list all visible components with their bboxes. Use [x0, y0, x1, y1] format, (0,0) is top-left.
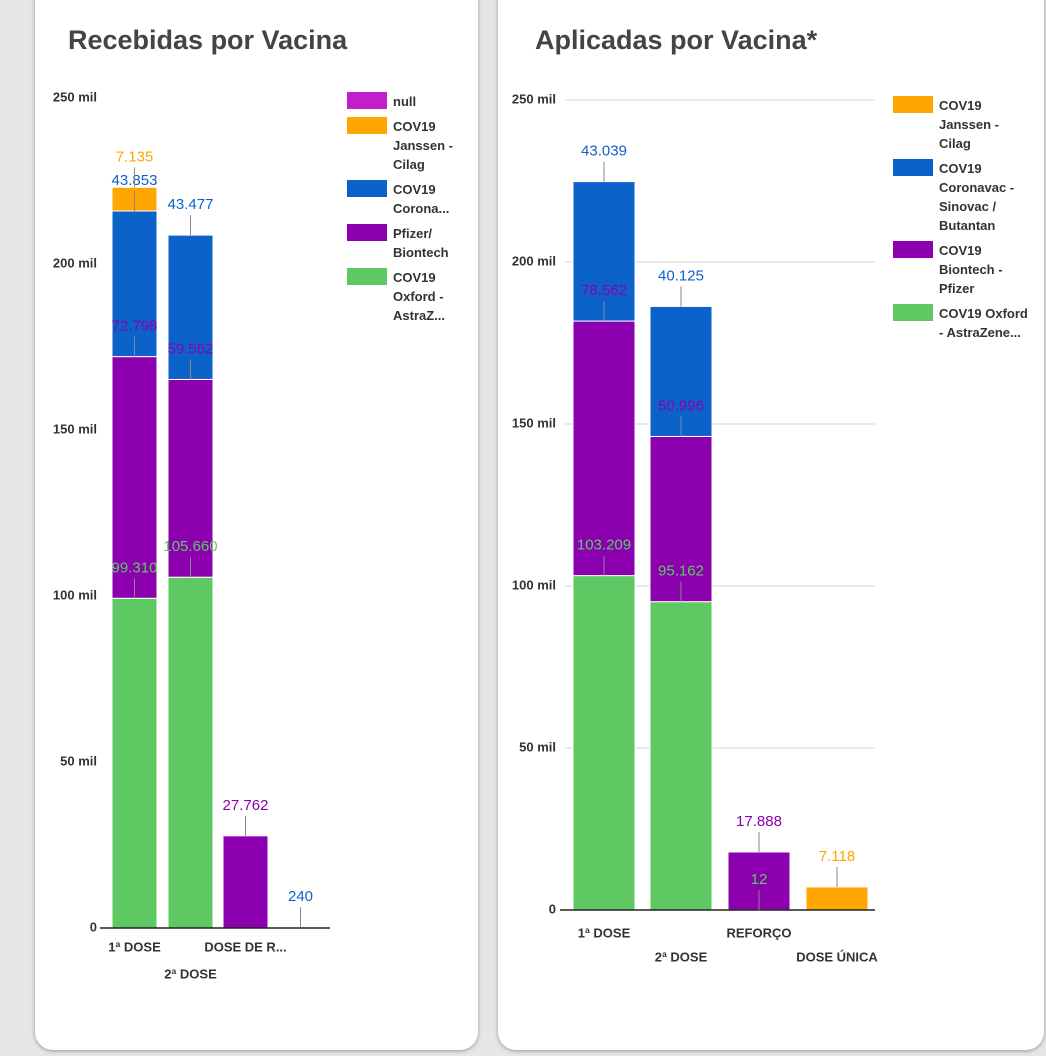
legend-label: COV19 Corona... — [393, 182, 450, 216]
x-tick-label: REFORÇO — [727, 925, 792, 940]
y-tick-label: 150 mil — [512, 415, 556, 430]
legend-item: COV19 Corona... — [347, 180, 462, 218]
legend-item: COV19 Oxford - AstraZene... — [893, 304, 1033, 342]
value-label: 95.162 — [658, 563, 704, 580]
value-label: 43.477 — [168, 196, 214, 213]
value-label: 240 — [288, 888, 313, 905]
bar-segment — [111, 210, 158, 358]
value-label: 72.798 — [112, 318, 158, 335]
bar-segment — [222, 835, 269, 929]
legend-label: COV19 Oxford - AstraZ... — [393, 270, 446, 323]
legend-swatch — [347, 117, 387, 134]
y-tick-label: 150 mil — [53, 421, 97, 436]
legend-item: COV19 Coronavac - Sinovac / Butantan — [893, 159, 1033, 235]
y-tick-label: 0 — [549, 901, 556, 916]
legend-swatch — [893, 304, 933, 321]
bar-segment — [111, 597, 158, 929]
value-label: 99.310 — [112, 559, 158, 576]
y-tick-label: 200 mil — [53, 255, 97, 270]
bar-segment — [167, 234, 214, 380]
legend-label: COV19 Janssen - Cilag — [393, 119, 453, 172]
x-tick-label: 2ª DOSE — [655, 949, 708, 964]
legend-label: Pfizer/ Biontech — [393, 226, 449, 260]
value-label: 17.888 — [736, 813, 782, 830]
value-label: 27.762 — [223, 797, 269, 814]
x-tick-label: 2ª DOSE — [164, 966, 217, 981]
y-tick-label: 250 mil — [512, 91, 556, 106]
legend-label: COV19 Coronavac - Sinovac / Butantan — [939, 161, 1015, 233]
legend-swatch — [893, 241, 933, 258]
legend-swatch — [347, 92, 387, 109]
legend-item: null — [347, 92, 462, 111]
value-label: 43.039 — [581, 143, 627, 160]
value-label: 50.996 — [658, 397, 704, 414]
legend: COV19 Janssen - Cilag COV19 Coronavac - S… — [893, 96, 1033, 348]
value-label: 12 — [751, 871, 768, 888]
bar-segment — [649, 435, 713, 603]
bar-segment — [572, 320, 636, 577]
chart-title: Aplicadas por Vacina* — [535, 25, 818, 55]
legend-label: COV19 Biontech - Pfizer — [939, 243, 1003, 296]
legend-item: COV19 Janssen - Cilag — [893, 96, 1033, 153]
legend-label: null — [393, 94, 417, 109]
legend: null COV19 Janssen - Cilag COV19 Corona...… — [347, 92, 462, 331]
legend-label: COV19 Oxford - AstraZene... — [939, 306, 1028, 340]
bar-segment — [649, 601, 713, 911]
y-tick-label: 50 mil — [519, 739, 556, 754]
value-label: 105.660 — [163, 538, 217, 555]
legend-swatch — [893, 96, 933, 113]
legend-item: COV19 Oxford - AstraZ... — [347, 268, 462, 325]
value-label: 7.135 — [116, 148, 154, 165]
legend-label: COV19 Janssen - Cilag — [939, 98, 999, 151]
y-tick-label: 100 mil — [53, 587, 97, 602]
value-label: 40.125 — [658, 267, 704, 284]
bar-segment — [167, 576, 214, 929]
legend-swatch — [347, 268, 387, 285]
legend-swatch — [347, 180, 387, 197]
bar-segment — [572, 181, 636, 322]
x-tick-label: 1ª DOSE — [108, 939, 161, 954]
legend-item: Pfizer/ Biontech — [347, 224, 462, 262]
value-label: 7.118 — [819, 848, 855, 865]
y-tick-label: 250 mil — [53, 89, 97, 104]
value-label: 78.562 — [581, 282, 627, 299]
x-tick-label: DOSE DE R... — [204, 939, 286, 954]
y-tick-label: 200 mil — [512, 253, 556, 268]
legend-item: COV19 Biontech - Pfizer — [893, 241, 1033, 298]
value-label: 103.209 — [577, 537, 631, 554]
bar-segment — [805, 886, 869, 911]
bar-segment — [572, 575, 636, 911]
legend-swatch — [893, 159, 933, 176]
x-tick-label: DOSE ÚNICA — [796, 949, 878, 964]
legend-item: COV19 Janssen - Cilag — [347, 117, 462, 174]
y-tick-label: 100 mil — [512, 577, 556, 592]
y-tick-label: 0 — [90, 919, 97, 934]
legend-swatch — [347, 224, 387, 241]
value-label: 59.562 — [168, 340, 214, 357]
y-tick-label: 50 mil — [60, 753, 97, 768]
chart-title: Recebidas por Vacina — [68, 25, 348, 55]
x-tick-label: 1ª DOSE — [578, 925, 631, 940]
bar-segment — [649, 305, 713, 437]
